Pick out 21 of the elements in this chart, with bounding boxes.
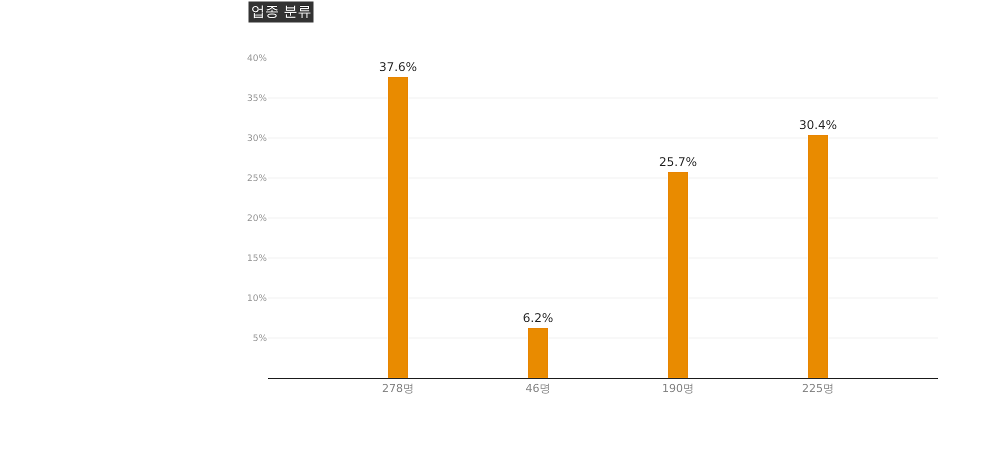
- x-tick-label: 278명: [382, 382, 414, 396]
- bar: [388, 77, 408, 378]
- data-label: 25.7%: [658, 155, 698, 169]
- chart-title: 업종 분류: [251, 4, 312, 20]
- x-tick-label: 225명: [802, 382, 834, 396]
- bar: [808, 135, 828, 378]
- y-tick-label: 5%: [252, 334, 268, 344]
- y-tick-label: 25%: [246, 174, 268, 184]
- bar: [528, 328, 548, 378]
- y-tick-label: 40%: [246, 54, 268, 64]
- y-tick-label: 35%: [246, 94, 268, 104]
- data-label: 37.6%: [378, 60, 418, 74]
- x-tick-label: 190명: [662, 382, 694, 396]
- y-tick-label: 15%: [246, 254, 268, 264]
- y-tick-label: 20%: [246, 214, 268, 224]
- y-tick-label: 30%: [246, 134, 268, 144]
- bar: [668, 172, 688, 378]
- y-tick-label: 10%: [246, 294, 268, 304]
- data-label: 6.2%: [522, 311, 554, 325]
- x-tick-label: 46명: [526, 382, 550, 396]
- data-label: 30.4%: [798, 118, 838, 132]
